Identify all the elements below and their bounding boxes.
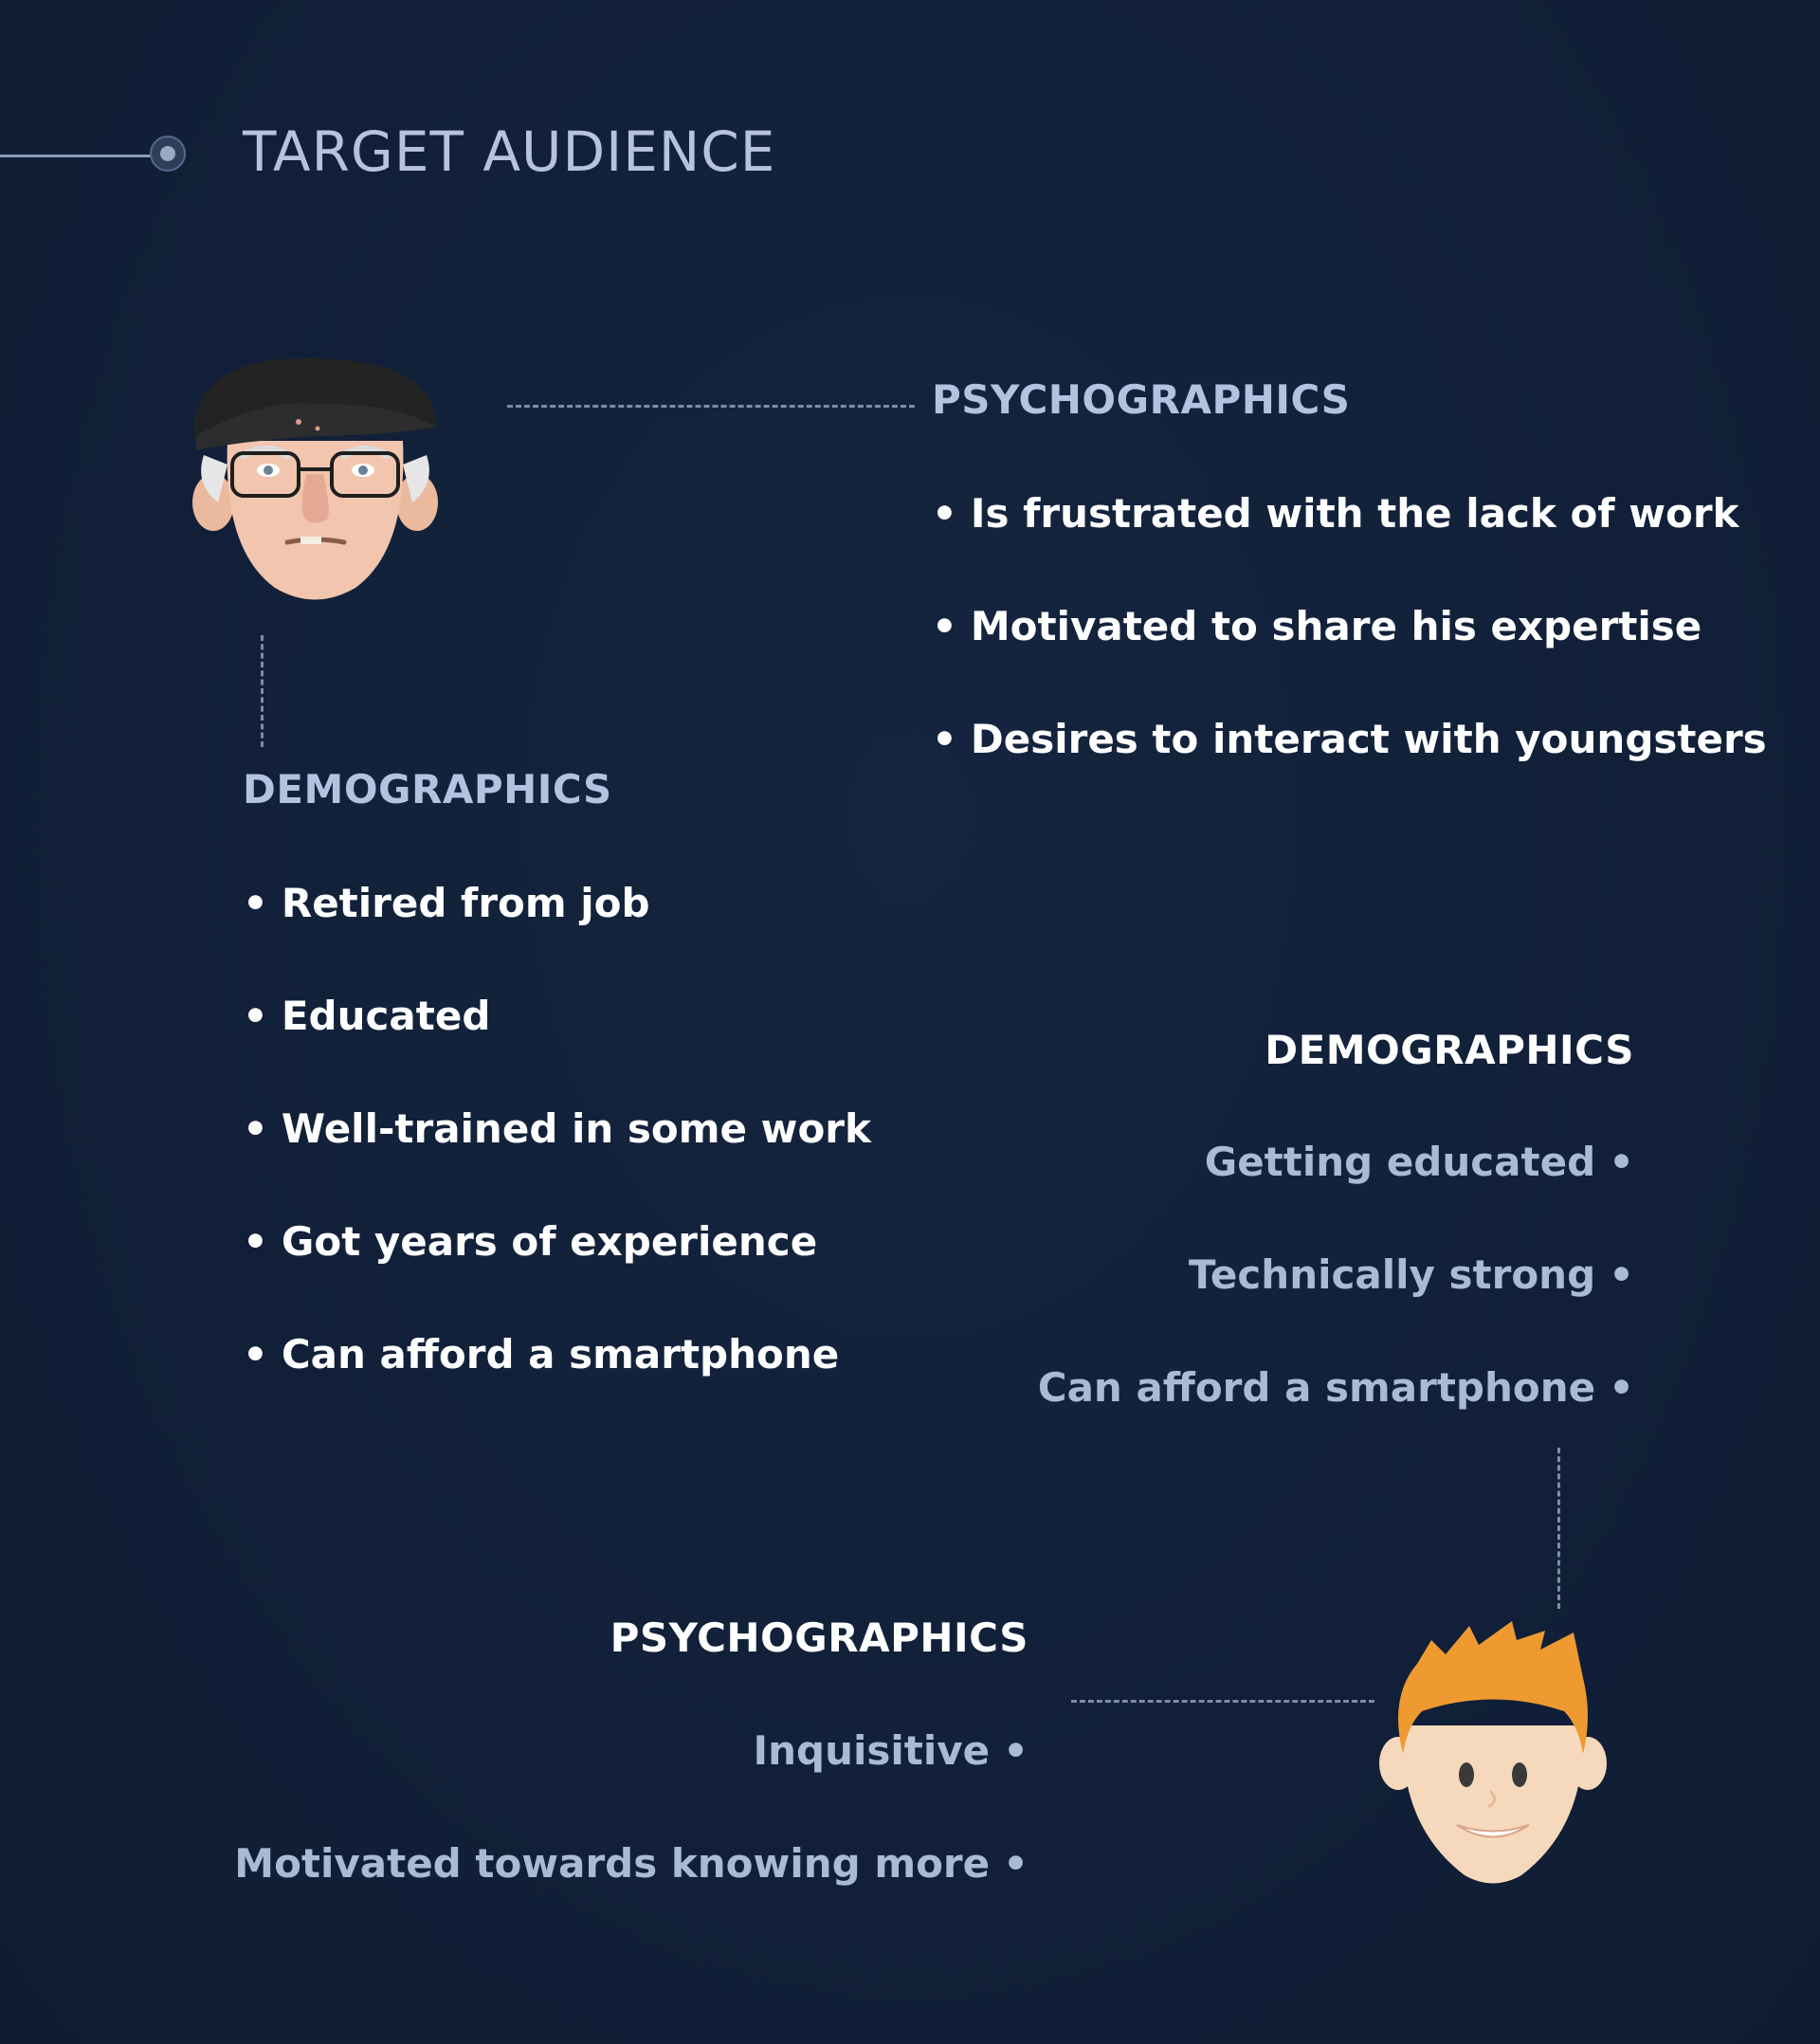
young-man-face-icon (1379, 1621, 1607, 1884)
younger-demographics-heading: DEMOGRAPHICS (1265, 1027, 1634, 1073)
list-item: Got years of experience (243, 1218, 871, 1331)
connector-line (261, 635, 264, 747)
younger-demographics-list: Getting educated Technically strong Can … (1038, 1139, 1634, 1477)
list-item: Inquisitive (234, 1727, 1028, 1840)
older-demographics-heading: DEMOGRAPHICS (243, 766, 612, 812)
older-psychographics-list: Is frustrated with the lack of work Moti… (932, 490, 1767, 829)
list-item: Can afford a smartphone (1038, 1364, 1634, 1477)
older-psychographics-heading: PSYCHOGRAPHICS (932, 376, 1351, 423)
list-item: Technically strong (1038, 1251, 1634, 1364)
younger-psychographics-heading: PSYCHOGRAPHICS (610, 1615, 1028, 1661)
list-item: Getting educated (1038, 1139, 1634, 1251)
connector-line (1557, 1448, 1560, 1609)
list-item: Motivated to share his expertise (932, 603, 1767, 716)
connector-line (1071, 1700, 1374, 1703)
elderly-man-face-icon (192, 357, 438, 600)
page-title: TARGET AUDIENCE (243, 119, 776, 184)
list-item: Motivated towards knowing more (234, 1840, 1028, 1953)
title-line (0, 155, 154, 157)
list-item: Well-trained in some work (243, 1105, 871, 1218)
title-marker-dot (160, 146, 175, 161)
list-item: Can afford a smartphone (243, 1331, 871, 1444)
list-item: Is frustrated with the lack of work (932, 490, 1767, 603)
list-item: Retired from job (243, 880, 871, 993)
title-marker-icon (150, 136, 186, 172)
connector-line (507, 405, 915, 408)
list-item: Desires to interact with youngsters (932, 716, 1767, 829)
older-demographics-list: Retired from job Educated Well-trained i… (243, 880, 871, 1444)
younger-psychographics-list: Inquisitive Motivated towards knowing mo… (234, 1727, 1028, 1953)
list-item: Educated (243, 993, 871, 1105)
